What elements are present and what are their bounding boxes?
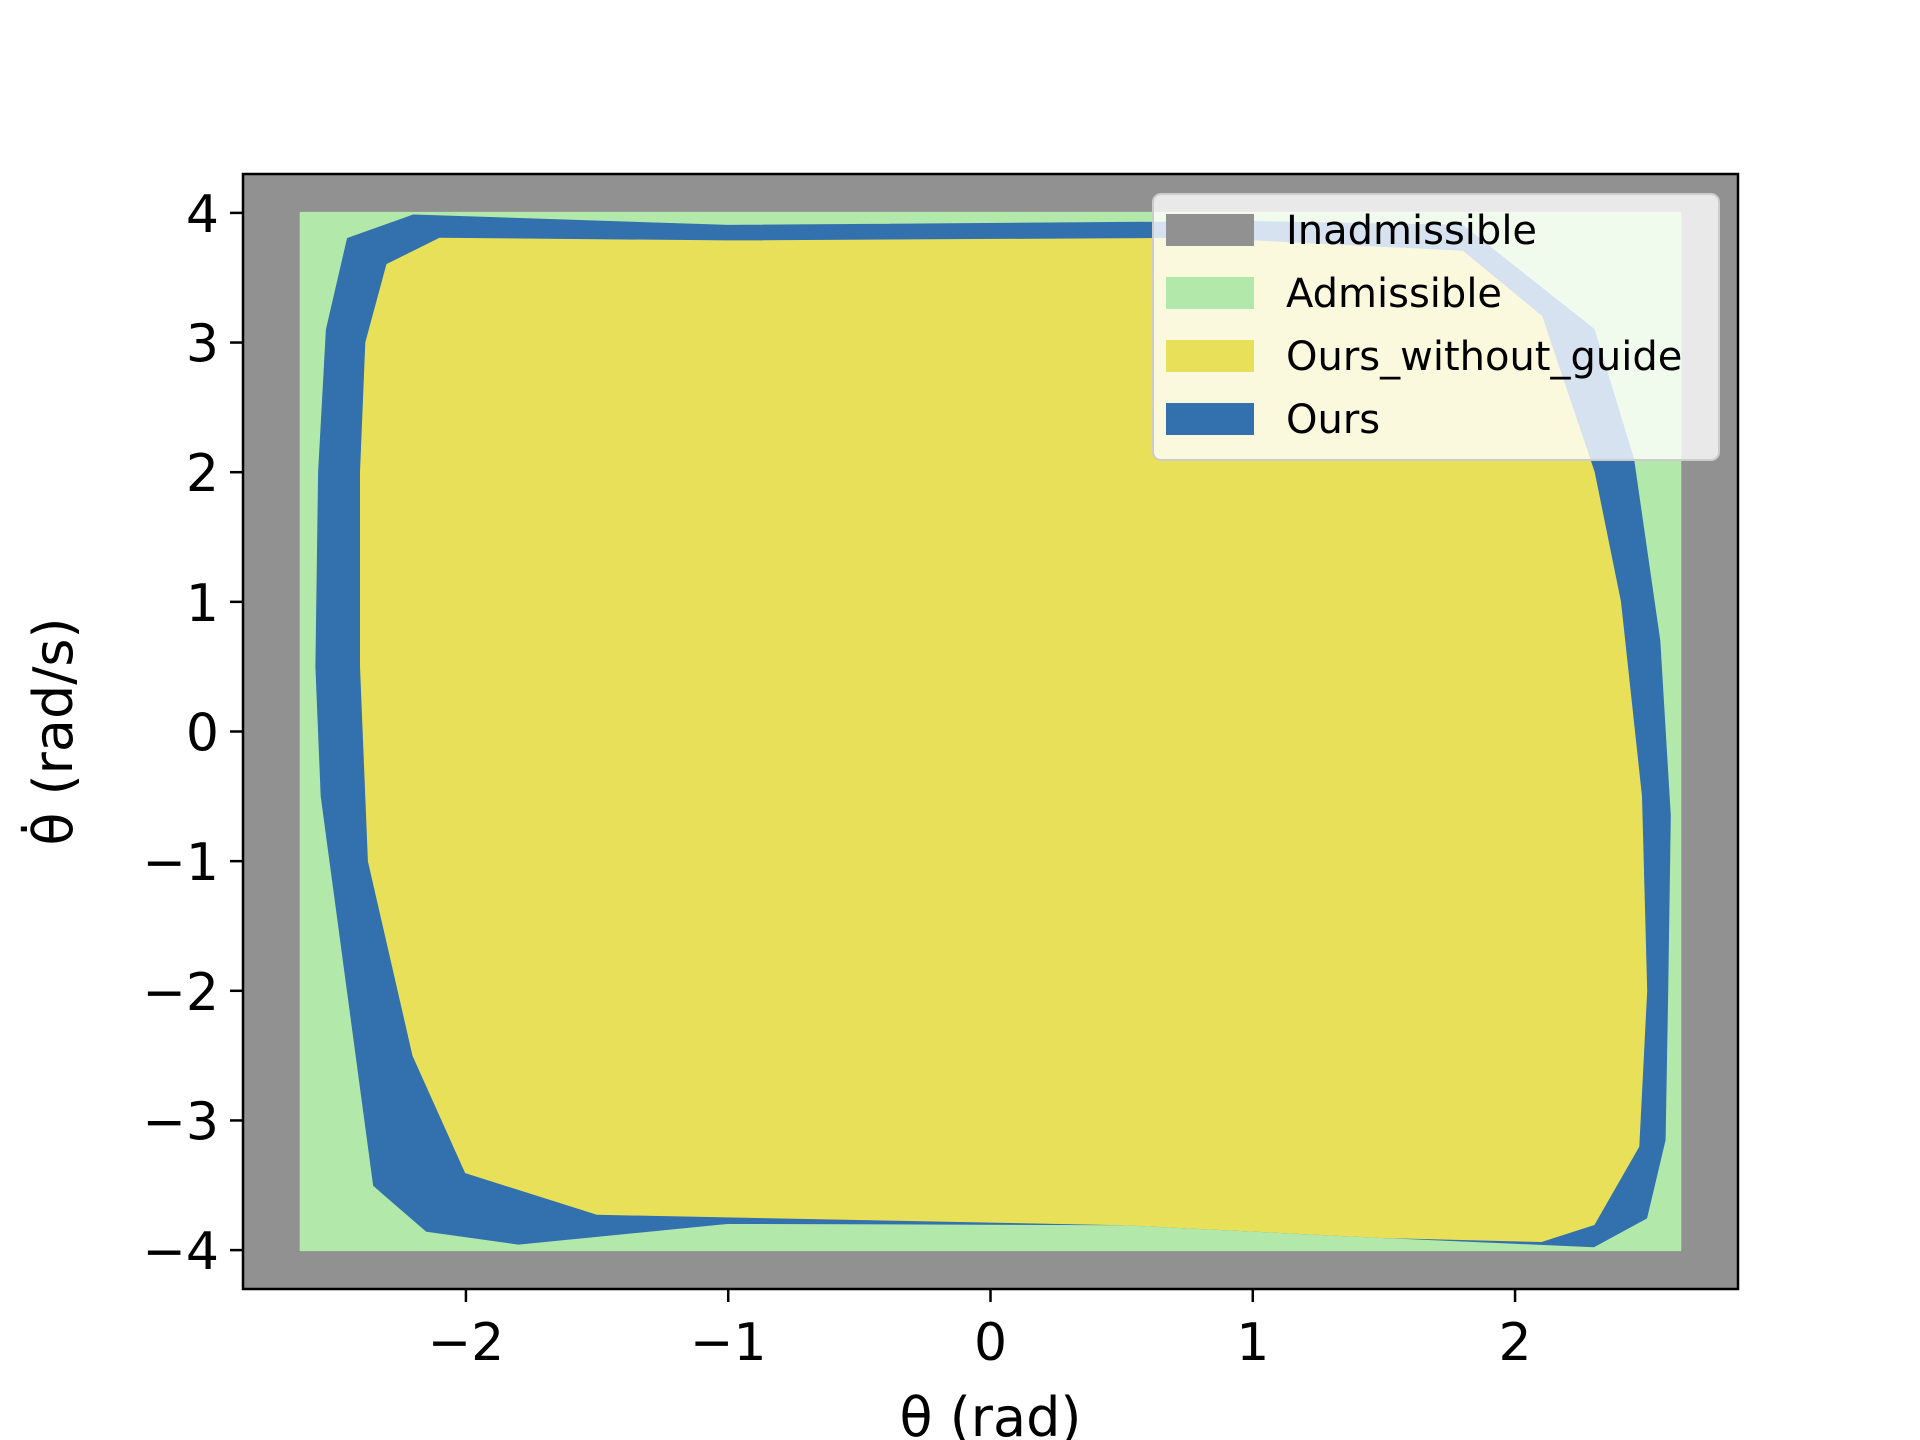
x-tick-label: 0: [974, 1313, 1007, 1373]
y-axis-label: θ̇ (rad/s): [20, 617, 85, 845]
y-tick-label: −3: [142, 1092, 219, 1152]
x-axis-label: θ (rad): [900, 1386, 1082, 1440]
y-tick-label: 0: [186, 704, 219, 764]
y-tick-label: −2: [142, 963, 219, 1023]
y-tick-label: −4: [142, 1222, 219, 1282]
legend-label: Ours_without_guide: [1286, 334, 1682, 380]
y-axis: −4 −3 −2 −1 0 1 2 3 4: [142, 185, 243, 1282]
y-tick-label: 3: [186, 315, 219, 375]
legend-label: Inadmissible: [1286, 208, 1537, 254]
legend-swatch: [1166, 277, 1254, 309]
legend-swatch: [1166, 340, 1254, 372]
legend-box: [1152, 193, 1720, 461]
x-tick-label: −2: [428, 1313, 505, 1373]
x-axis: −2 −1 0 1 2: [428, 1289, 1532, 1373]
y-tick-label: 1: [186, 574, 219, 634]
legend-label: Admissible: [1286, 271, 1502, 317]
x-tick-label: −1: [690, 1313, 767, 1373]
x-tick-label: 2: [1499, 1313, 1532, 1373]
legend: Inadmissible Admissible Ours_without_guide…: [1152, 193, 1720, 461]
y-tick-label: 2: [186, 444, 219, 504]
legend-label: Ours: [1286, 397, 1380, 443]
legend-swatch: [1166, 214, 1254, 246]
y-tick-label: −1: [142, 833, 219, 893]
x-tick-label: 1: [1236, 1313, 1269, 1373]
legend-swatch: [1166, 403, 1254, 435]
y-tick-label: 4: [186, 185, 219, 245]
